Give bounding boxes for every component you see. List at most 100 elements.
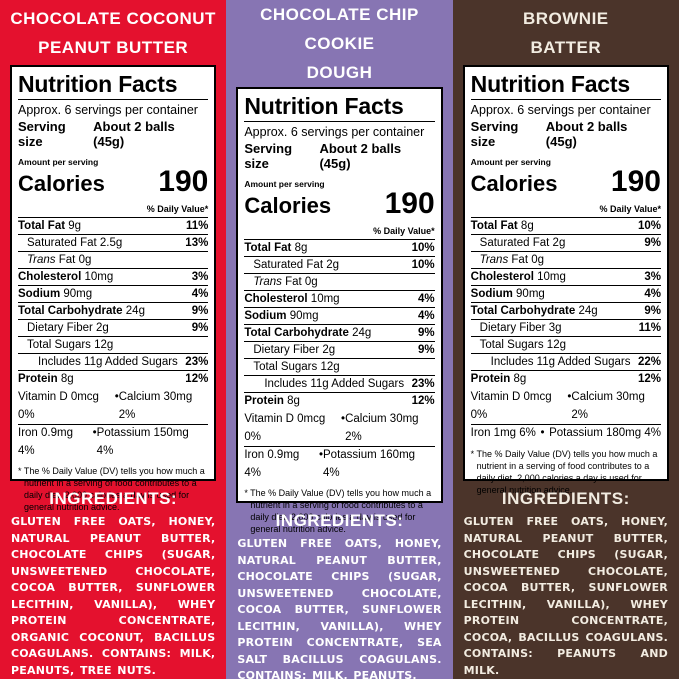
daily-value: 11% [638,322,661,334]
row-added-sugars: Includes 11g Added Sugars 22% [470,353,661,370]
daily-value-footnote: * The % Daily Value (DV) tells you how m… [470,448,658,495]
row-vitamin-d-calcium: Vitamin D 0mcg 0% • Calcium 30mg 2% [471,389,661,424]
daily-value-header: % Daily Value* [373,226,435,236]
serving-size-row: Serving size About 2 balls (45g) [18,118,208,153]
ingredients-section: INGREDIENTS: GLUTEN FREE OATS, HONEY, NA… [226,503,452,685]
daily-value: 10% [411,242,435,254]
row-total-sugars: Total Sugars 12g [18,336,209,353]
row-iron-potassium: Iron 0.9mg 4% • Potassium 160mg 4% [244,446,435,482]
column-chocolate-chip-cookie-dough: CHOCOLATE CHIP COOKIE DOUGH Nutrition Fa… [226,0,453,682]
daily-value: 11% [185,220,209,232]
calories-value: 190 [610,165,661,198]
micronutrient-left: Iron 0.9mg 4% [244,449,300,479]
row-iron-potassium: Iron 1mg 6% • Potassium 180mg 4% [470,424,661,443]
nutrient-name: Dietary Fiber 3g [479,322,562,334]
daily-value: 4% [418,293,435,305]
row-saturated-fat: Saturated Fat 2g 9% [470,234,661,251]
row-dietary-fiber: Dietary Fiber 2g 9% [244,341,435,358]
servings-per-container: Approx. 6 servings per container [18,103,198,117]
row-dietary-fiber: Dietary Fiber 2g 9% [18,319,209,336]
serving-size-value: About 2 balls (45g) [319,141,402,171]
daily-value: 23% [411,378,435,390]
micronutrient-right: Potassium 180mg 4% [549,427,661,439]
micronutrient-left: Iron 1mg 6% [470,427,536,439]
servings-per-container: Approx. 6 servings per container [470,103,651,117]
nutrient-name: Total Fat 8g [244,242,308,254]
calories-label: Calories [18,171,105,196]
serving-size-label: Serving size [244,141,293,171]
micronutrient-left: Iron 0.9mg 4% [18,427,73,457]
calories-label: Calories [470,171,558,196]
nutrient-name: Protein 8g [244,395,300,407]
micronutrient-right: Potassium 160mg 4% [323,449,416,479]
daily-value: 23% [185,356,209,368]
row-total-carbohydrate: Total Carbohydrate 24g 9% [244,324,435,341]
daily-value: 3% [191,271,209,283]
row-total-fat: Total Fat 9g 11% [18,217,209,234]
daily-value: 9% [191,322,209,334]
calories-value: 190 [384,187,435,220]
daily-value-header: % Daily Value* [599,204,661,214]
nutrient-name: Trans Fat 0g [27,254,92,266]
row-vitamin-d-calcium: Vitamin D 0mcg 0% • Calcium 30mg 2% [244,411,434,446]
daily-value: 9% [191,305,209,317]
row-total-sugars: Total Sugars 12g [470,336,661,353]
ingredients-text: GLUTEN FREE OATS, HONEY, NATURAL PEANUT … [237,537,442,682]
row-total-carbohydrate: Total Carbohydrate 24g 9% [470,302,661,319]
nutrient-name: Dietary Fiber 2g [27,322,109,334]
serving-size-row: Serving size About 2 balls (45g) [244,140,434,175]
nutrient-name: Includes 11g Added Sugars [490,356,631,368]
bullet-separator: • [114,391,119,403]
daily-value-header: % Daily Value* [146,204,209,214]
bullet-separator: • [92,427,97,439]
row-trans-fat: Trans Fat 0g [18,251,209,268]
daily-value-footnote: * The % Daily Value (DV) tells you how m… [244,488,432,534]
nutrient-name: Total Carbohydrate 24g [470,305,598,317]
calories-row: Calories 190 [471,167,661,199]
ingredients-heading: INGREDIENTS: [49,489,178,508]
flavor-title: CHOCOLATE COCONUT PEANUT BUTTER [0,0,226,65]
row-total-fat: Total Fat 8g 10% [470,217,661,234]
row-cholesterol: Cholesterol 10mg 3% [470,268,661,285]
ingredients-heading: INGREDIENTS: [275,511,404,530]
row-dietary-fiber: Dietary Fiber 3g 11% [470,319,661,336]
nutrient-name: Sodium 90mg [244,310,319,322]
bullet-separator: • [341,413,346,425]
nutrient-name: Saturated Fat 2.5g [27,237,123,249]
nutrient-name: Cholesterol 10mg [244,293,340,305]
daily-value: 3% [644,271,661,283]
micronutrient-left: Vitamin D 0mcg 0% [18,391,99,421]
servings-per-container: Approx. 6 servings per container [244,125,425,139]
bullet-separator: • [318,449,323,461]
daily-value: 9% [418,327,435,339]
row-protein: Protein 8g 12% [470,370,661,387]
row-sodium: Sodium 90mg 4% [244,307,435,324]
micronutrient-right: Calcium 30mg 2% [571,391,645,421]
daily-value: 9% [644,305,661,317]
micronutrient-left: Vitamin D 0mcg 0% [470,391,552,421]
micronutrient-right: Calcium 30mg 2% [345,413,419,443]
serving-size-row: Serving size About 2 balls (45g) [471,118,661,153]
daily-value: 9% [644,237,661,249]
flavor-title-line2: DOUGH [306,63,373,82]
nutrient-name: Trans Fat 0g [253,276,318,288]
flavor-title-line1: CHOCOLATE COCONUT [10,8,216,28]
row-total-sugars: Total Sugars 12g [244,358,435,375]
nutrient-name: Cholesterol 10mg [470,271,566,283]
daily-value: 12% [411,395,435,407]
flavor-title: CHOCOLATE CHIP COOKIE DOUGH [226,0,452,87]
daily-value: 4% [418,310,435,322]
column-brownie-batter: BROWNIE BATTER Nutrition Facts Approx. 6… [452,0,679,679]
daily-value: 12% [185,373,209,385]
flavor-title-line2: BATTER [530,37,602,57]
daily-value-footnote: * The % Daily Value (DV) tells you how m… [18,466,205,512]
nutrient-name: Total Sugars 12g [479,339,566,351]
nutrition-facts-heading: Nutrition Facts [18,71,209,100]
row-trans-fat: Trans Fat 0g [244,273,435,290]
row-saturated-fat: Saturated Fat 2.5g 13% [18,234,209,251]
nutrient-name: Cholesterol 10mg [18,271,114,283]
row-vitamin-d-calcium: Vitamin D 0mcg 0% • Calcium 30mg 2% [18,389,208,424]
ingredients-section: INGREDIENTS: GLUTEN FREE OATS, HONEY, NA… [0,481,226,679]
micronutrient-right: Calcium 30mg 2% [118,391,193,421]
calories-value: 190 [158,165,209,198]
